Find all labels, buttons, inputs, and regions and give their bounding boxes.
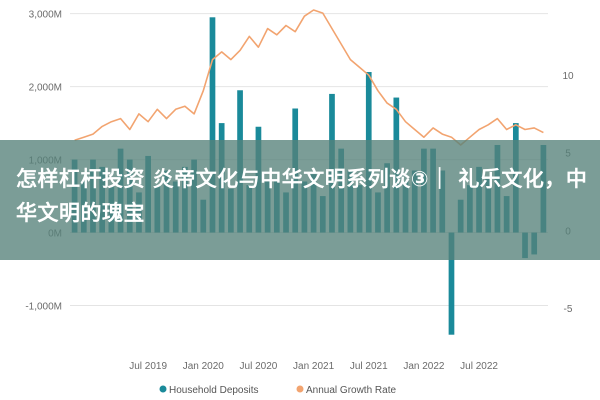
bar-15 [209,17,216,233]
annual-growth-line [74,9,544,146]
x-tick-label: Jul 2022 [460,361,498,372]
legend-deposits-marker [159,385,167,393]
left-tick-label: 3,000M [29,10,62,21]
x-tick-label: Jan 2022 [403,361,445,372]
legend: Household Deposits Annual Growth Rate [159,385,396,396]
x-tick-label: Jul 2021 [350,361,388,372]
left-tick-label: 2,000M [29,83,62,94]
legend-deposits-label: Household Deposits [169,385,259,396]
x-tick-label: Jul 2019 [129,361,167,372]
legend-growth-label: Annual Growth Rate [306,385,396,396]
x-tick-label: Jul 2020 [240,361,278,372]
headline-text[interactable]: 怎样杠杆投资 炎帝文化与中华文明系列谈③｜ 礼乐文化，中华文明的瑰宝 [16,167,588,225]
legend-growth-marker [296,385,304,393]
bar-41 [448,232,455,335]
right-tick-label: 10 [562,71,574,82]
growth-rate-line [74,9,544,146]
x-tick-label: Jan 2020 [183,361,225,372]
x-tick-label: Jan 2021 [293,361,335,372]
left-tick-label: -1,000M [25,302,62,313]
headline-banner: 怎样杠杆投资 炎帝文化与中华文明系列谈③｜ 礼乐文化，中华文明的瑰宝 [0,140,600,260]
right-tick-label: -5 [564,304,573,315]
x-axis-ticks: Jul 2019 Jan 2020 Jul 2020 Jan 2021 Jul 2021… [129,361,498,372]
